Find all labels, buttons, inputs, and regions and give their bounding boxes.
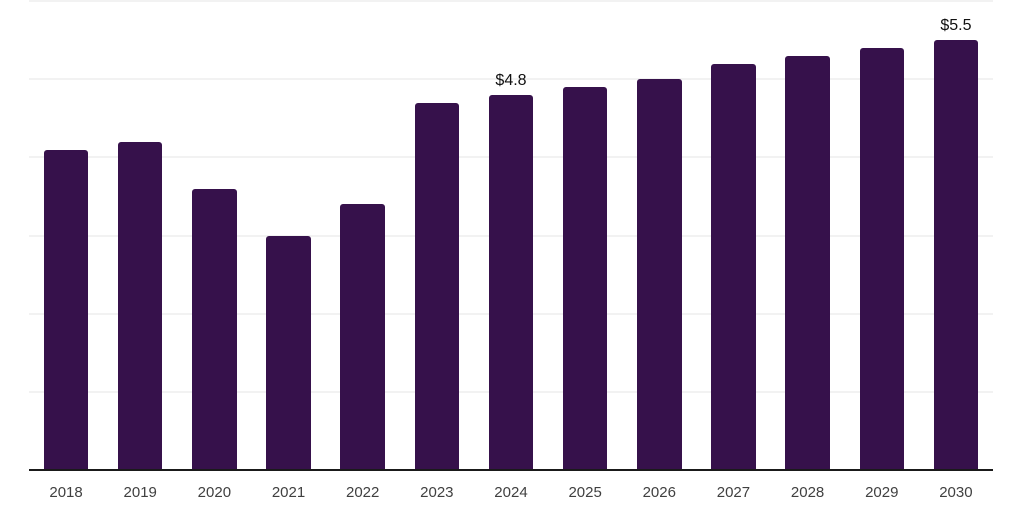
x-axis-label: 2023 [420,484,454,501]
x-axis-label: 2027 [716,484,751,501]
x-axis-label: 2025 [568,484,602,501]
bar-2019[interactable] [117,141,163,470]
x-axis-label: 2020 [197,484,232,501]
bar-2027[interactable] [711,63,756,470]
x-axis-label: 2028 [790,484,825,501]
x-axis-label: 2026 [642,484,676,501]
bar-2021[interactable] [266,235,311,470]
gridline [29,0,993,2]
data-label-2024: $4.8 [495,71,527,89]
x-axis-label: 2029 [865,484,899,501]
bar-2023[interactable] [414,102,460,470]
bar-2030[interactable] [933,40,979,470]
x-axis-label: 2022 [345,484,380,501]
x-axis-label: 2019 [123,484,157,501]
bar-2024[interactable] [488,94,534,470]
bar-2022[interactable] [340,204,385,470]
bar-2025[interactable] [562,86,608,470]
bar-2020[interactable] [192,188,237,470]
bar-2026[interactable] [637,79,682,470]
x-axis-line [29,469,993,471]
x-axis-label: 2024 [494,484,528,501]
bar-2028[interactable] [785,55,830,470]
x-axis-label: 2021 [271,484,306,501]
x-axis-label: 2030 [939,484,973,501]
x-axis-label: 2018 [49,484,83,501]
bar-2029[interactable] [859,47,905,470]
data-label-2030: $5.5 [940,17,972,35]
bar-2018[interactable] [43,149,89,470]
